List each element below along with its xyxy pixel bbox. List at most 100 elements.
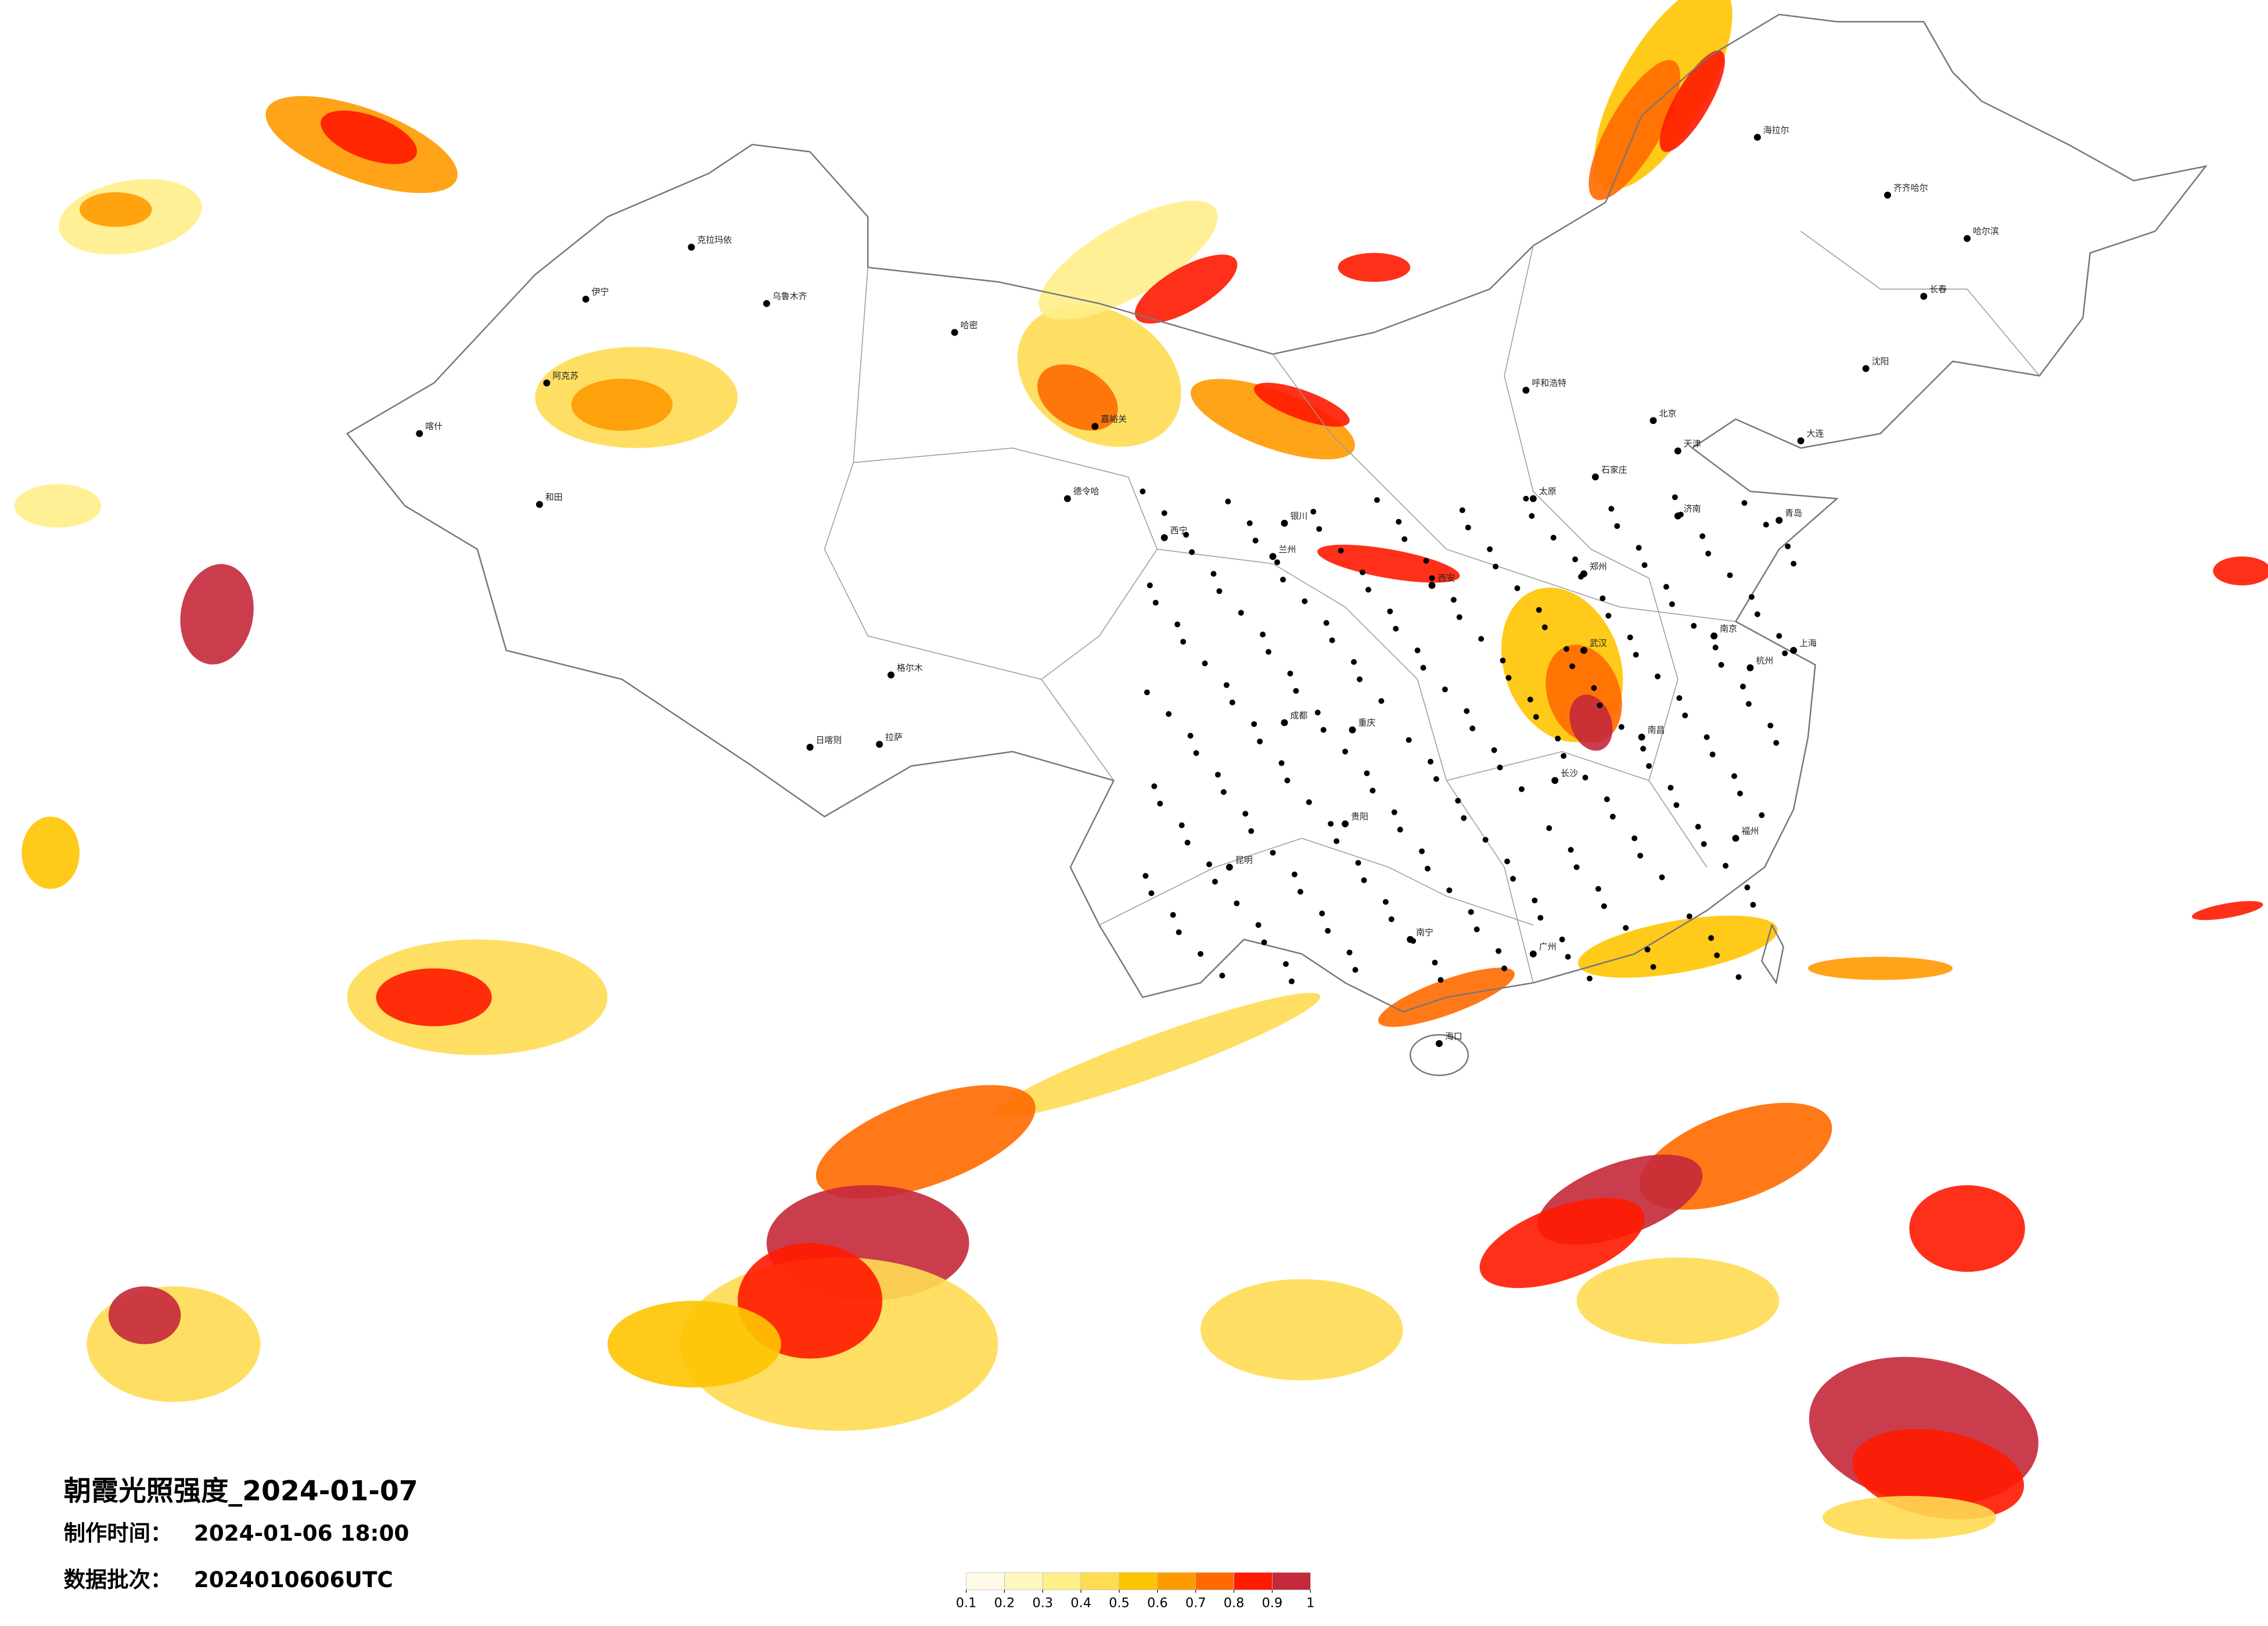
colorbar-box — [1157, 1572, 1196, 1591]
station-dot — [1587, 976, 1593, 981]
station-dot — [1555, 735, 1561, 742]
station-dot — [1325, 927, 1331, 934]
city-dot — [1710, 632, 1718, 640]
station-dot — [1187, 732, 1194, 739]
station-dot — [1288, 978, 1295, 984]
station-dot — [1178, 822, 1185, 829]
city-label: 伊宁 — [592, 287, 609, 297]
station-dot — [1151, 783, 1158, 789]
light-blob — [21, 816, 80, 889]
station-dot — [1319, 911, 1325, 916]
station-dot — [1461, 815, 1467, 821]
station-dot — [1614, 523, 1620, 529]
station-dot — [1701, 841, 1707, 847]
station-dot — [1214, 772, 1221, 778]
station-dot — [1640, 746, 1647, 752]
city-label: 乌鲁木齐 — [772, 291, 807, 301]
light-blob — [607, 1301, 781, 1388]
city-label: 太原 — [1539, 486, 1557, 497]
station-dot — [1659, 874, 1665, 880]
city-label: 日喀则 — [816, 735, 842, 745]
city-label: 沈阳 — [1872, 356, 1889, 366]
station-dot — [1636, 545, 1642, 551]
city-label: 阿克苏 — [552, 370, 578, 381]
station-dot — [1223, 682, 1230, 688]
light-blob — [815, 1085, 1036, 1199]
city-label: 昆明 — [1235, 855, 1253, 865]
station-dot — [1487, 546, 1493, 552]
province-lines — [824, 231, 2040, 983]
station-dot — [1176, 929, 1182, 936]
station-dot — [1703, 734, 1710, 740]
light-blob — [79, 192, 152, 227]
station-dot — [1723, 862, 1729, 869]
station-dot — [1291, 871, 1297, 877]
station-dot — [1568, 847, 1574, 853]
station-dot — [1433, 776, 1439, 782]
station-dot — [1338, 548, 1344, 554]
city-dot — [1281, 719, 1288, 726]
station-dot — [1401, 536, 1408, 542]
station-dot — [1609, 814, 1616, 820]
city-dot — [876, 740, 883, 748]
station-dot — [1246, 520, 1253, 526]
station-dot — [1248, 828, 1255, 834]
city-label: 呼和浩特 — [1532, 378, 1566, 388]
station-dot — [1252, 537, 1259, 544]
station-dot — [1293, 688, 1299, 694]
light-blob — [1578, 915, 1778, 978]
station-dot — [1406, 737, 1412, 743]
city-dot — [1225, 864, 1233, 871]
station-dot — [1493, 563, 1499, 570]
station-dot — [1497, 764, 1503, 771]
city-label: 广州 — [1539, 941, 1557, 952]
station-dot — [1655, 673, 1661, 679]
colorbar-tick-label: 0.8 — [1224, 1596, 1245, 1611]
batch-label: 数据批次： — [64, 1567, 172, 1592]
city-dot — [1732, 834, 1739, 842]
city-label: 克拉玛依 — [697, 235, 732, 245]
station-dot — [1650, 964, 1656, 970]
colorbar-box — [1004, 1572, 1043, 1591]
station-dot — [1672, 494, 1678, 501]
city-label: 哈密 — [961, 320, 978, 330]
light-blob — [1038, 200, 1218, 320]
city-dot — [543, 379, 551, 387]
station-dot — [1465, 524, 1471, 531]
city-label: 西宁 — [1170, 525, 1188, 535]
station-dot — [1597, 702, 1603, 708]
station-dot — [1527, 696, 1533, 703]
station-dot — [1320, 726, 1327, 733]
light-blob — [1037, 364, 1118, 431]
city-dot — [1063, 495, 1071, 502]
colorbar-tick-label: 0.9 — [1262, 1596, 1283, 1611]
station-dot — [1180, 639, 1187, 645]
station-dot — [1446, 887, 1453, 894]
light-blob — [1822, 1496, 1996, 1539]
station-dot — [1152, 599, 1159, 606]
station-dot — [1144, 689, 1150, 696]
station-dot — [1342, 749, 1349, 755]
made-time-label: 制作时间： — [64, 1520, 172, 1546]
light-blob — [1191, 379, 1356, 460]
station-dot — [1682, 713, 1688, 718]
station-dot — [1572, 556, 1579, 563]
station-dot — [1754, 611, 1760, 617]
station-dot — [1364, 770, 1370, 776]
hainan — [1409, 1034, 1469, 1076]
station-dot — [1238, 610, 1244, 616]
station-dot — [1278, 760, 1285, 767]
light-field — [14, 0, 2268, 1539]
station-dot — [1565, 954, 1571, 960]
station-dot — [1193, 750, 1199, 756]
station-dot — [1323, 620, 1329, 626]
station-dot — [1677, 512, 1684, 518]
colorbar-box — [1119, 1572, 1158, 1591]
light-blob — [1134, 254, 1238, 324]
light-blob — [180, 564, 254, 665]
station-dot — [1541, 624, 1548, 631]
station-dot — [1166, 711, 1172, 717]
city-dot — [1091, 423, 1099, 430]
city-label: 海拉尔 — [1763, 125, 1789, 135]
